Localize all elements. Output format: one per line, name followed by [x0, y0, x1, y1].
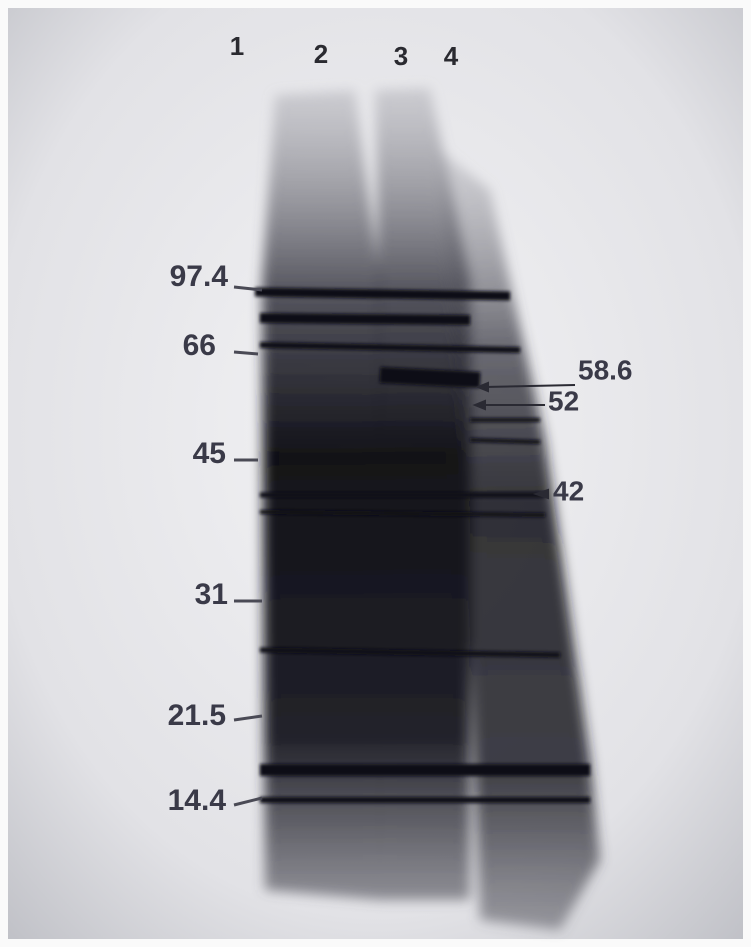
marker-label: 66	[183, 329, 216, 362]
lane-label: 1	[230, 31, 244, 61]
band-annotation: 52	[548, 385, 579, 416]
marker-label: 97.4	[170, 260, 229, 293]
marker-label: 31	[195, 578, 228, 611]
marker-label: 21.5	[168, 699, 226, 732]
gel-photo: 1 2 3 4 97.4 66 45 31 21.5 14.4 58.6 52 …	[0, 0, 751, 947]
page: 1 2 3 4 97.4 66 45 31 21.5 14.4 58.6 52 …	[0, 0, 751, 947]
band-annotation: 58.6	[578, 354, 633, 385]
lane-label: 4	[444, 41, 459, 71]
band-annotation: 42	[553, 475, 584, 506]
marker-label: 14.4	[168, 784, 227, 817]
lane-label: 3	[394, 41, 408, 71]
marker-label: 45	[193, 437, 226, 470]
lane-label: 2	[314, 39, 328, 69]
